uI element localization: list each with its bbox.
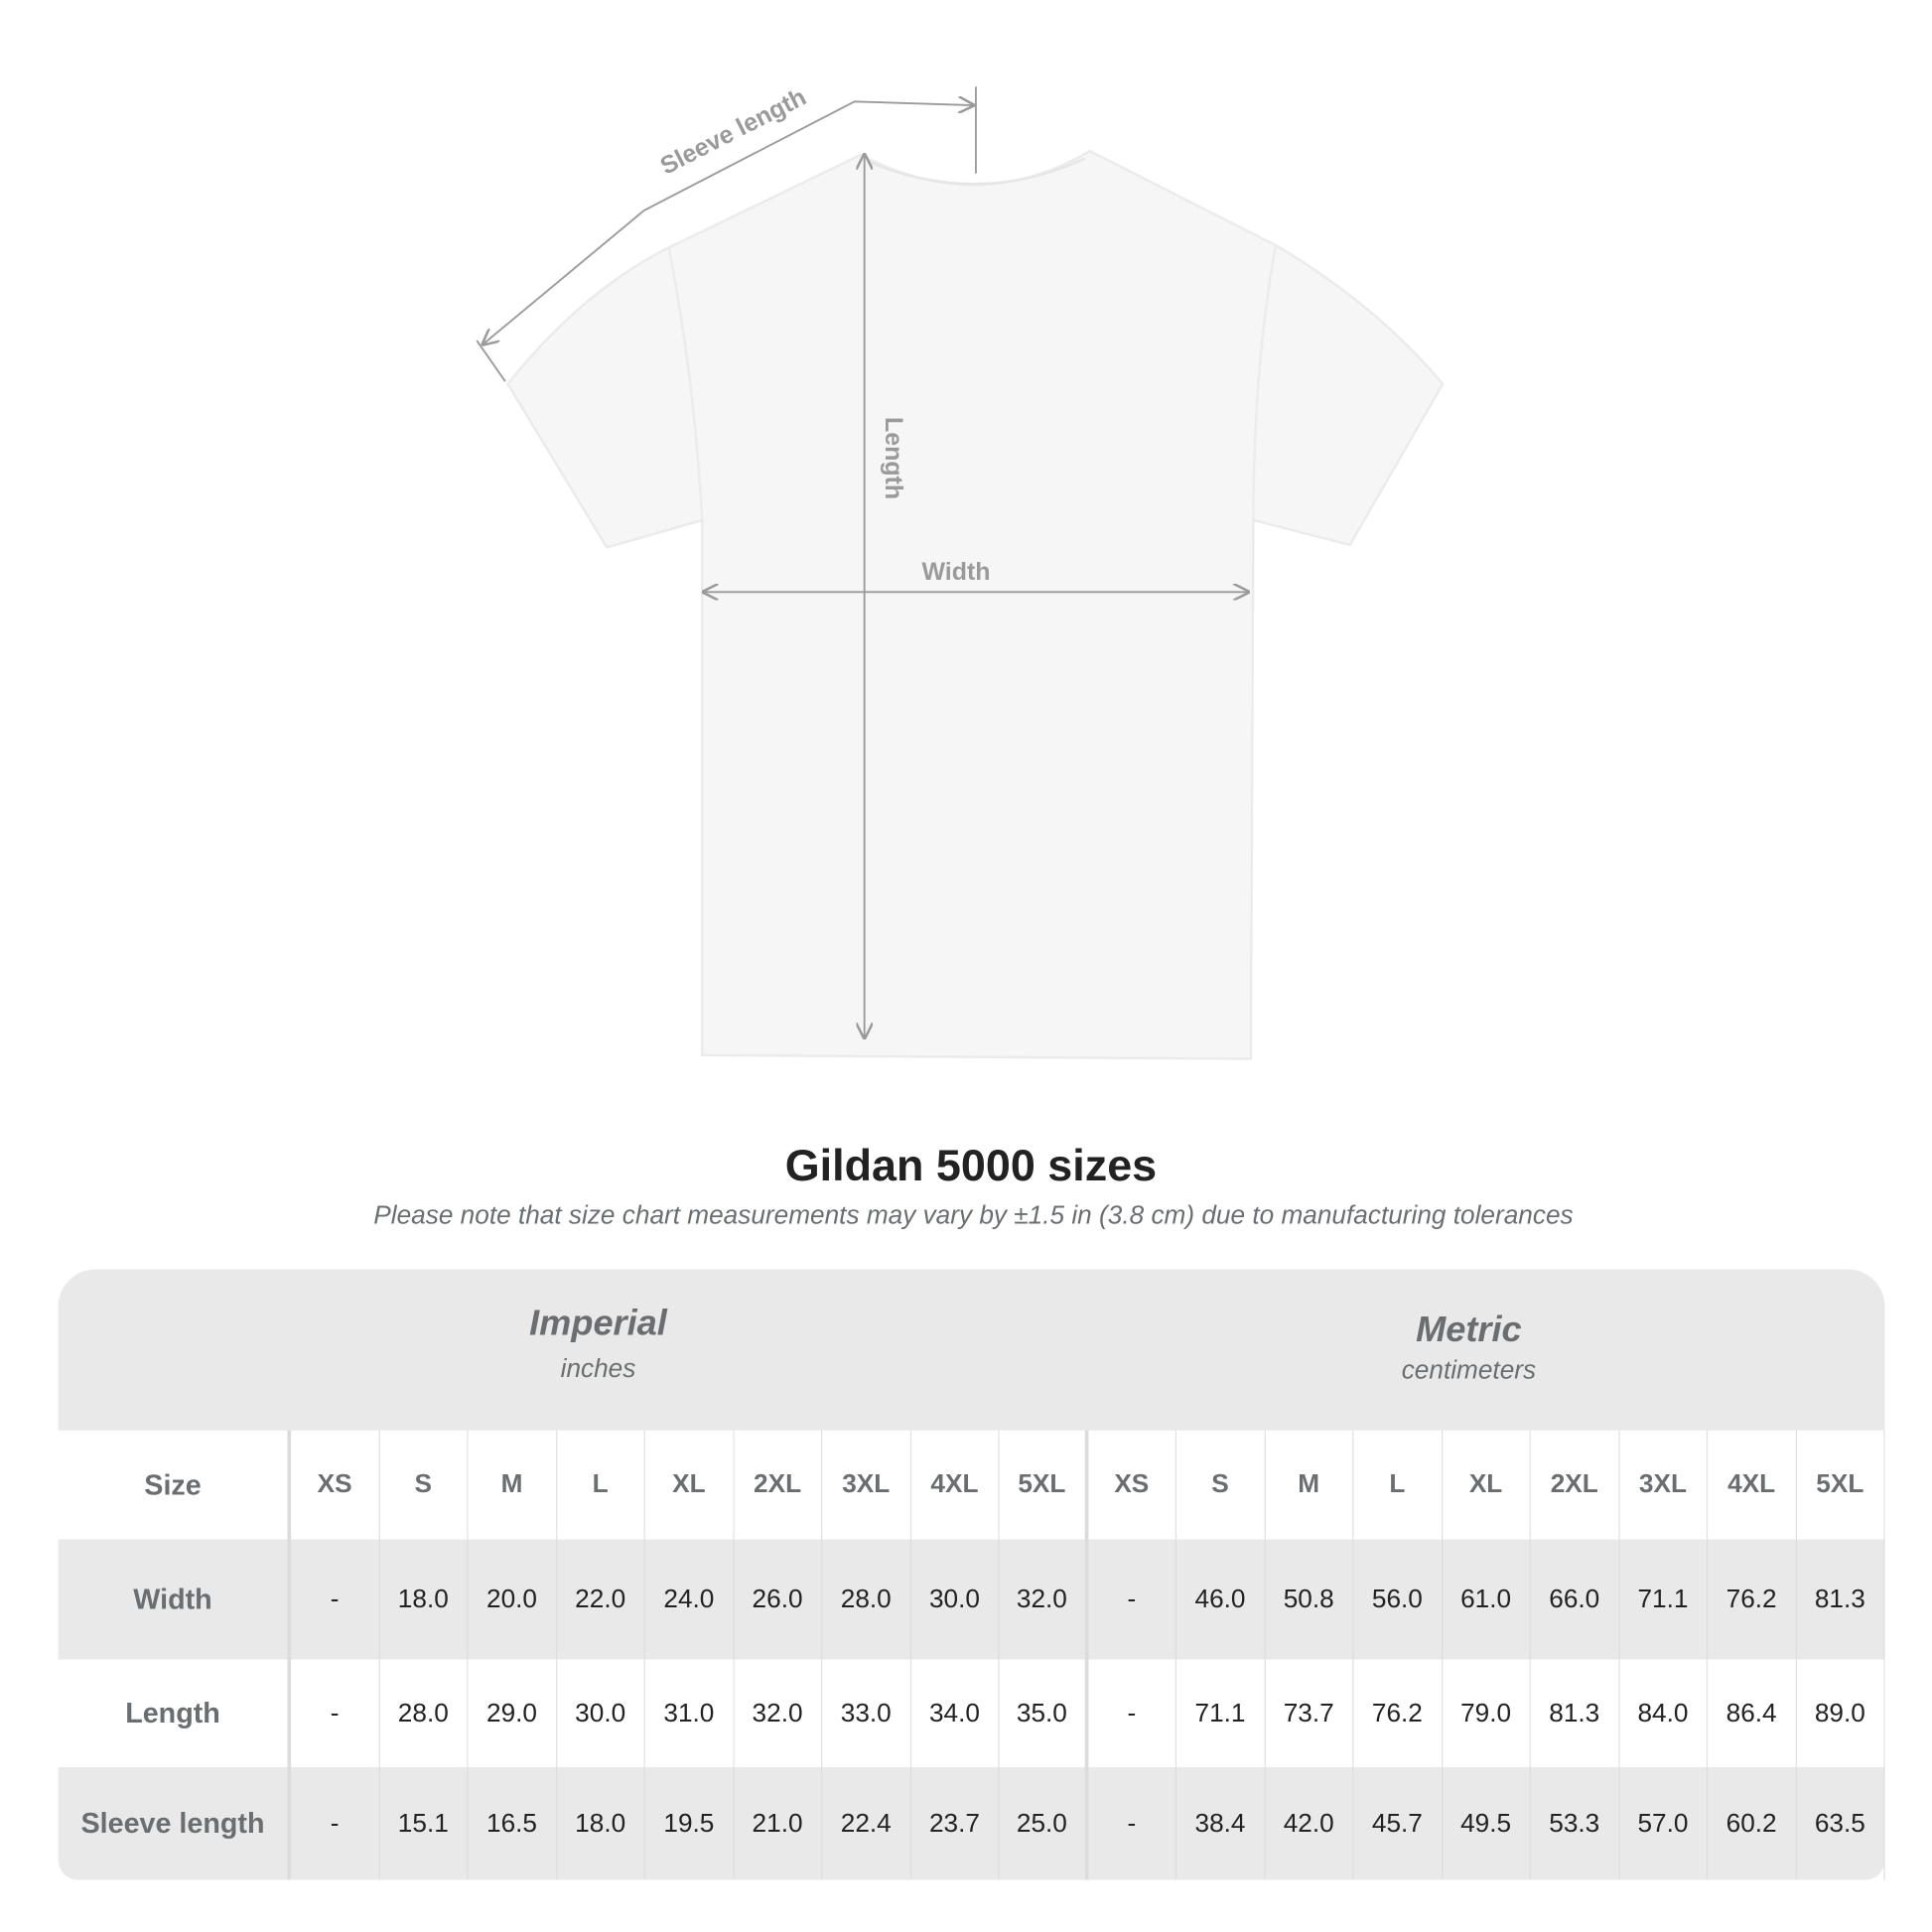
table-cell: - — [291, 1767, 380, 1880]
length-label: Length — [880, 417, 907, 499]
width-label: Width — [921, 558, 990, 586]
size-header-cell: 5XL — [1000, 1430, 1088, 1540]
size-header-cell: 4XL — [910, 1430, 1000, 1540]
table-cell: 30.0 — [910, 1539, 1000, 1660]
table-cell: 31.0 — [645, 1659, 735, 1768]
table-cell: 30.0 — [557, 1659, 645, 1768]
metric-header: Metric centimeters — [1221, 1311, 1717, 1386]
size-header-cell: M — [469, 1430, 557, 1540]
table-cell: 32.0 — [1000, 1539, 1088, 1660]
table-cell: 57.0 — [1619, 1767, 1709, 1880]
table-cell: 22.0 — [557, 1539, 645, 1660]
table-cell: 34.0 — [910, 1659, 1000, 1768]
table-cell: 21.0 — [734, 1767, 823, 1880]
size-header-cell: 2XL — [734, 1430, 823, 1540]
metric-unit: centimeters — [1401, 1355, 1537, 1385]
size-header-cell: 4XL — [1708, 1430, 1797, 1540]
sleeve-measure-line — [476, 86, 977, 382]
table-cell: 45.7 — [1353, 1767, 1443, 1880]
row-label: Length — [59, 1659, 292, 1768]
size-header-cell: S — [379, 1430, 469, 1540]
table-row: Sleeve length -15.1 16.5 18.0 19.5 21.0 22.4 23… — [58, 1767, 1885, 1880]
size-header-cell: 3XL — [1619, 1430, 1709, 1540]
table-cell: 20.0 — [469, 1539, 557, 1660]
table-cell: 73.7 — [1265, 1659, 1354, 1768]
table-cell: 33.0 — [822, 1659, 911, 1768]
imperial-title: Imperial — [529, 1304, 667, 1344]
table-cell: - — [291, 1539, 380, 1660]
table-cell: - — [1088, 1767, 1177, 1880]
size-row: Size XS S M L XL 2XL 3XL 4XL 5XL XS S M L XL 2XL 3XL 4XL… — [59, 1430, 1885, 1540]
sleeve-length-label: Sleeve length — [656, 83, 811, 181]
table-cell: - — [291, 1659, 380, 1768]
table-cell: 49.5 — [1443, 1767, 1531, 1880]
size-header-cell: XL — [645, 1430, 735, 1540]
table-cell: 32.0 — [734, 1659, 823, 1768]
metric-title: Metric — [1416, 1310, 1522, 1350]
tshirt-diagram: Sleeve length Length Width — [476, 83, 1445, 1060]
table-cell: 81.3 — [1796, 1539, 1885, 1660]
table-cell: 35.0 — [1000, 1659, 1088, 1768]
size-header-cell: L — [557, 1430, 645, 1540]
table-cell: 26.0 — [734, 1539, 823, 1660]
table-cell: 63.5 — [1796, 1767, 1885, 1880]
row-label: Size — [59, 1430, 292, 1540]
table-cell: 71.1 — [1176, 1659, 1266, 1768]
row-label: Width — [59, 1539, 292, 1660]
table-cell: 89.0 — [1796, 1659, 1885, 1768]
table-cell: 84.0 — [1619, 1659, 1709, 1768]
table-cell: 56.0 — [1353, 1539, 1443, 1660]
table-cell: 42.0 — [1265, 1767, 1354, 1880]
table-cell: 76.2 — [1353, 1659, 1443, 1768]
table-cell: 61.0 — [1443, 1539, 1531, 1660]
table-cell: 25.0 — [1000, 1767, 1088, 1880]
table-cell: 15.1 — [379, 1767, 469, 1880]
imperial-header: Imperial inches — [350, 1305, 846, 1385]
size-header-cell: 2XL — [1531, 1430, 1619, 1540]
tshirt-shape — [505, 149, 1445, 1060]
tolerance-note: Please note that size chart measurements… — [373, 1200, 1574, 1230]
table-cell: 18.0 — [557, 1767, 645, 1880]
size-header-cell: 3XL — [822, 1430, 911, 1540]
table-cell: 16.5 — [469, 1767, 557, 1880]
table-cell: 79.0 — [1443, 1659, 1531, 1768]
table-cell: - — [1088, 1659, 1177, 1768]
size-header-cell: XL — [1443, 1430, 1531, 1540]
size-header-cell: M — [1265, 1430, 1354, 1540]
table-cell: 29.0 — [469, 1659, 557, 1768]
table-cell: 28.0 — [379, 1659, 469, 1768]
table-row: Width -18.0 20.0 22.0 24.0 26.0 28.0 30.0 32.0-4… — [58, 1539, 1885, 1660]
imperial-unit: inches — [560, 1354, 636, 1384]
size-table: Imperial inches Metric centimeters Size … — [58, 1269, 1885, 1880]
size-header-cell: S — [1176, 1430, 1266, 1540]
table-cell: 24.0 — [645, 1539, 735, 1660]
table-cell: 60.2 — [1708, 1767, 1797, 1880]
table-cell: 46.0 — [1176, 1539, 1266, 1660]
table-cell: 86.4 — [1708, 1659, 1797, 1768]
table-cell: 38.4 — [1176, 1767, 1266, 1880]
table-cell: 81.3 — [1531, 1659, 1619, 1768]
table-cell: 23.7 — [910, 1767, 1000, 1880]
size-header-cell: 5XL — [1796, 1430, 1885, 1540]
size-header-cell: L — [1353, 1430, 1443, 1540]
size-header-cell: XS — [1088, 1430, 1177, 1540]
page-title: Gildan 5000 sizes — [784, 1139, 1158, 1190]
table-cell: - — [1088, 1539, 1177, 1660]
table-cell: 18.0 — [379, 1539, 469, 1660]
table-row: Length -28.0 29.0 30.0 31.0 32.0 33.0 34.0 35.0-… — [59, 1659, 1885, 1768]
table-cell: 28.0 — [822, 1539, 911, 1660]
unit-header: Imperial inches Metric centimeters — [58, 1269, 1885, 1431]
table-cell: 19.5 — [645, 1767, 735, 1880]
row-label: Sleeve length — [59, 1767, 292, 1880]
table-cell: 66.0 — [1531, 1539, 1619, 1660]
table-cell: 22.4 — [822, 1767, 911, 1880]
table-cell: 76.2 — [1708, 1539, 1797, 1660]
size-header-cell: XS — [291, 1430, 380, 1540]
table-cell: 53.3 — [1531, 1767, 1619, 1880]
table-cell: 50.8 — [1265, 1539, 1354, 1660]
table-cell: 71.1 — [1619, 1539, 1709, 1660]
